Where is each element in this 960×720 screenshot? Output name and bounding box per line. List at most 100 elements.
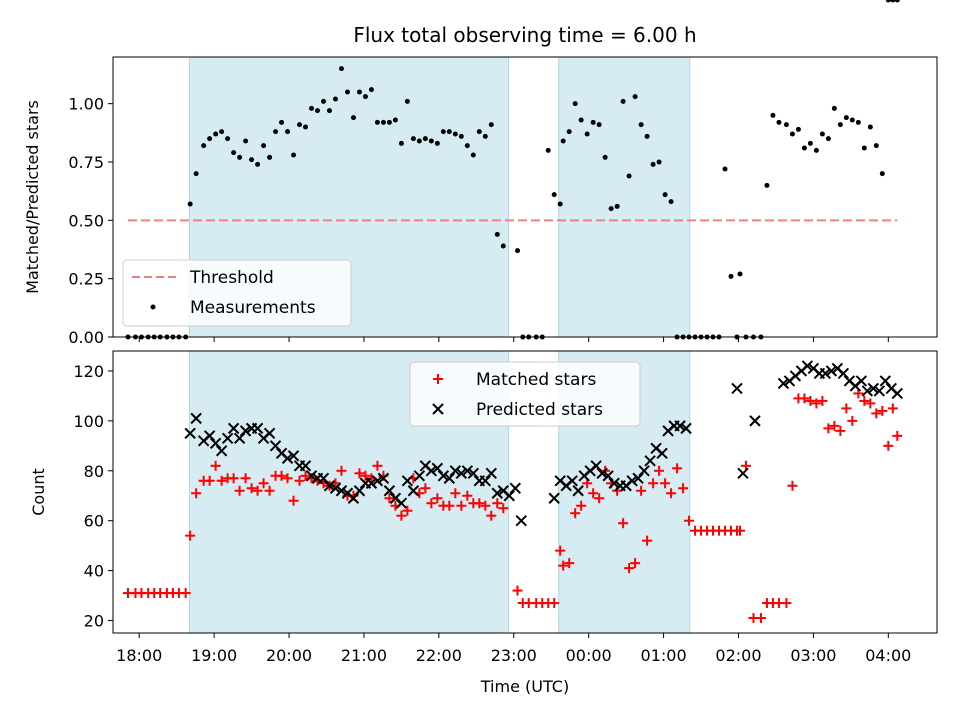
measurement-point bbox=[557, 201, 563, 207]
predicted-star-point bbox=[203, 430, 216, 442]
measurement-point bbox=[231, 150, 237, 156]
predicted-star-point bbox=[590, 460, 602, 472]
predicted-star-point bbox=[572, 485, 584, 497]
predicted-star-point bbox=[401, 475, 414, 487]
measurement-point bbox=[632, 94, 638, 100]
predicted-star-point bbox=[215, 445, 228, 457]
predicted-star-point bbox=[566, 475, 578, 487]
matched-star-point bbox=[246, 483, 257, 494]
measurement-point bbox=[650, 161, 656, 167]
top-y-tick-label: 0.50 bbox=[68, 211, 104, 230]
matched-star-point bbox=[755, 613, 766, 624]
bottom-y-tick-label: 40 bbox=[84, 562, 104, 581]
legend-measurements-label: Measurements bbox=[190, 298, 316, 318]
x-tick-label: 00:00 bbox=[566, 646, 612, 665]
measurement-point bbox=[249, 157, 255, 163]
matched-star-point bbox=[847, 415, 858, 426]
predicted-star-point bbox=[335, 485, 348, 497]
legend-threshold-label: Threshold bbox=[189, 268, 274, 288]
measurement-point bbox=[219, 129, 225, 135]
predicted-star-point bbox=[227, 422, 240, 435]
bottom-axes-frame bbox=[112, 350, 938, 634]
predicted-star-point bbox=[777, 377, 790, 390]
measurement-point bbox=[410, 136, 416, 142]
predicted-star-point bbox=[656, 447, 668, 460]
predicted-star-point bbox=[269, 440, 282, 452]
x-tick-label: 22:00 bbox=[416, 646, 462, 665]
matched-star-point bbox=[817, 395, 828, 406]
legend-predicted-label: Predicted stars bbox=[476, 400, 603, 420]
measurement-point bbox=[867, 124, 873, 130]
measurement-point bbox=[237, 154, 243, 160]
predicted-stars-points bbox=[184, 360, 904, 527]
predicted-star-point bbox=[861, 385, 874, 397]
matched-star-point bbox=[666, 488, 677, 499]
predicted-star-point bbox=[287, 450, 300, 462]
measurement-point bbox=[320, 98, 326, 104]
predicted-star-point bbox=[209, 437, 222, 450]
predicted-star-point bbox=[602, 470, 614, 482]
measurement-point bbox=[261, 143, 267, 149]
measurement-point bbox=[416, 138, 422, 144]
predicted-star-point bbox=[449, 465, 462, 477]
x-tick-label: 01:00 bbox=[641, 646, 687, 665]
matched-star-point bbox=[191, 488, 202, 499]
matched-star-point bbox=[549, 598, 560, 609]
measurement-point bbox=[428, 138, 434, 144]
measurement-point bbox=[668, 199, 674, 205]
predicted-star-point bbox=[548, 492, 560, 504]
matched-star-point bbox=[210, 460, 221, 471]
matched-star-point bbox=[672, 463, 683, 474]
measurement-point bbox=[368, 87, 374, 93]
predicted-star-point bbox=[461, 465, 474, 477]
predicted-star-point bbox=[731, 382, 743, 395]
measurement-point bbox=[590, 119, 596, 125]
matched-star-point bbox=[883, 440, 894, 451]
matched-star-point bbox=[474, 498, 485, 509]
measurement-point bbox=[764, 182, 770, 188]
measurement-point bbox=[890, 0, 896, 3]
predicted-star-point bbox=[680, 422, 692, 435]
predicted-star-point bbox=[347, 492, 360, 504]
measurement-point bbox=[578, 117, 584, 123]
measurement-point bbox=[873, 143, 879, 149]
measurement-point bbox=[207, 136, 213, 142]
predicted-star-point bbox=[305, 470, 318, 482]
measurement-point bbox=[885, 0, 891, 3]
matched-star-point bbox=[216, 475, 227, 486]
predicted-star-point bbox=[443, 472, 456, 484]
measurement-point bbox=[825, 136, 831, 142]
measurement-point bbox=[440, 129, 446, 135]
measurement-point bbox=[728, 273, 734, 279]
measurement-point bbox=[374, 119, 380, 125]
x-tick-label: 02:00 bbox=[715, 646, 761, 665]
measurement-point bbox=[243, 138, 249, 144]
predicted-star-point bbox=[674, 420, 686, 432]
matched-star-point bbox=[630, 558, 641, 569]
matched-star-point bbox=[570, 508, 581, 519]
measurement-point bbox=[644, 133, 650, 139]
matched-star-point bbox=[252, 485, 263, 496]
matched-star-point bbox=[781, 598, 792, 609]
measurement-point bbox=[849, 117, 855, 123]
measurement-point bbox=[656, 159, 662, 165]
bottom-x-ticks: 18:00 19:00 20:00 21:00 22:00 23:00 00:00 01:00… bbox=[116, 633, 911, 665]
matched-star-point bbox=[264, 485, 275, 496]
measurement-point bbox=[452, 131, 458, 137]
matched-star-point bbox=[462, 490, 473, 501]
measurement-point bbox=[470, 152, 476, 158]
measurement-point bbox=[596, 122, 602, 128]
top-y-tick-label: 0.25 bbox=[68, 270, 104, 289]
x-tick-label: 23:00 bbox=[491, 646, 537, 665]
predicted-star-point bbox=[626, 475, 638, 487]
predicted-star-point bbox=[638, 465, 650, 477]
matched-star-point bbox=[624, 563, 635, 574]
legend-measurements-swatch bbox=[150, 304, 156, 310]
top-legend: Threshold Measurements bbox=[122, 259, 352, 327]
bottom-legend-box bbox=[409, 361, 641, 427]
predicted-star-point bbox=[479, 475, 492, 487]
predicted-star-point bbox=[353, 485, 366, 497]
matched-star-point bbox=[288, 495, 299, 506]
measurement-point bbox=[380, 119, 386, 125]
